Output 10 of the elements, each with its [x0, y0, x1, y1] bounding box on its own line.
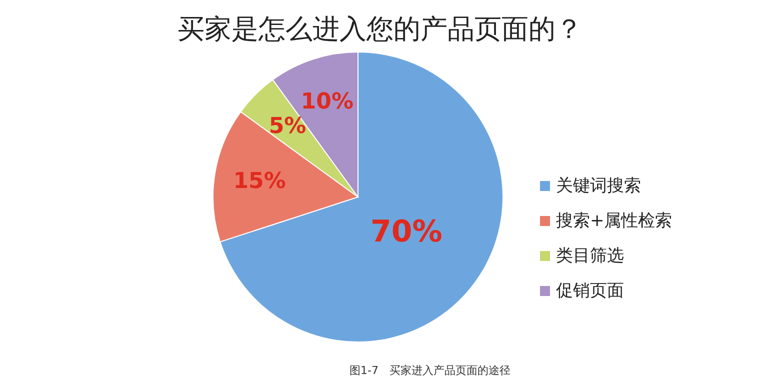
legend-label: 关键词搜索	[556, 176, 641, 196]
legend-label: 搜索+属性检索	[556, 211, 672, 231]
data-label: 15%	[233, 168, 286, 194]
legend-label: 类目筛选	[556, 246, 624, 266]
data-label: 5%	[268, 114, 306, 140]
chart-title: 买家是怎么进入您的产品页面的？	[178, 14, 582, 45]
caption: 图1-7 买家进入产品页面的途径	[350, 364, 510, 377]
data-label: 70%	[370, 214, 442, 250]
data-label: 10%	[300, 90, 354, 115]
legend-label: 促销页面	[556, 281, 624, 301]
